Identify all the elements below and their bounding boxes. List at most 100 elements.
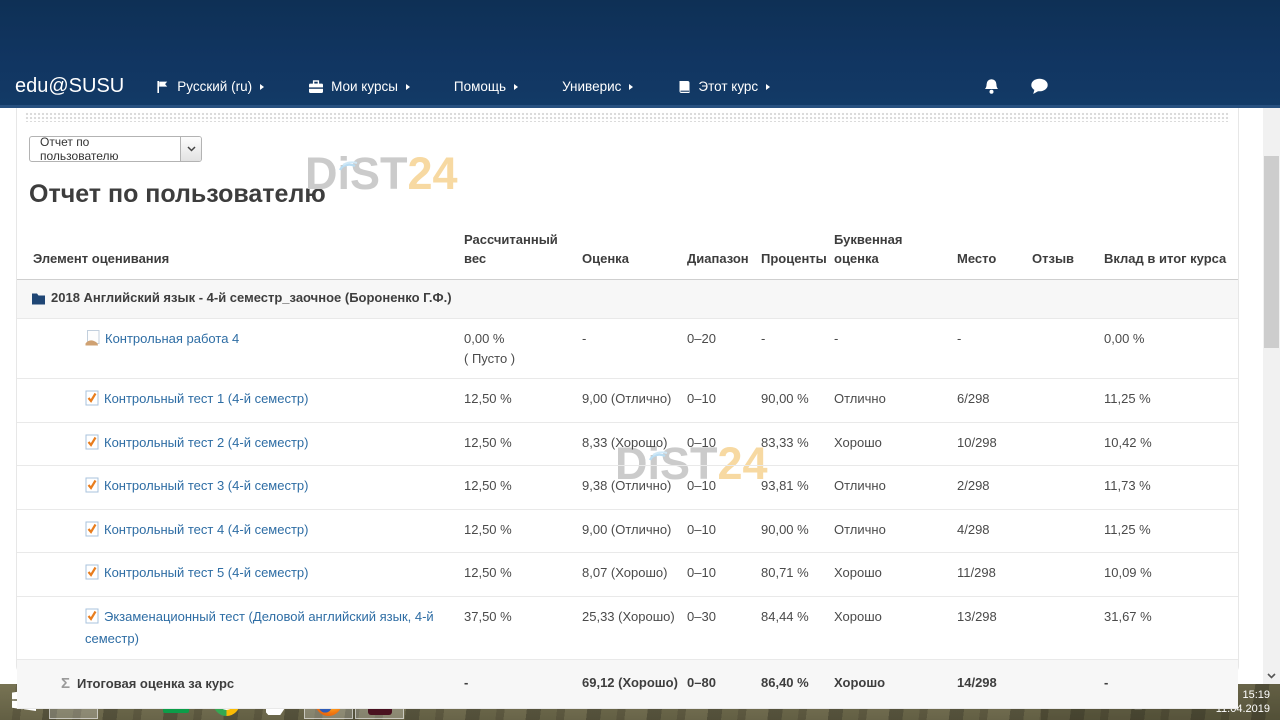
table-header-row: Элемент оценивания Рассчитанный вес Оцен…: [17, 225, 1238, 280]
cell-range: 0–10: [687, 509, 761, 554]
cell-percent: -: [761, 318, 834, 380]
menu-univeris[interactable]: Универис: [562, 79, 634, 94]
caret-right-icon: [405, 83, 410, 90]
grade-item-link[interactable]: Контрольный тест 5 (4-й семестр): [104, 565, 309, 581]
col-header-rank: Место: [957, 225, 1032, 280]
menu-my-courses[interactable]: Мои курсы: [308, 79, 410, 94]
cell-weight: 37,50 %: [464, 596, 582, 660]
cell-letter: -: [834, 318, 957, 380]
cell-percent: 80,71 %: [761, 552, 834, 597]
cell-grade: 69,12 (Хорошо): [582, 658, 687, 710]
cell-contribution: 0,00 %: [1104, 318, 1238, 380]
col-header-grade: Оценка: [582, 225, 687, 280]
grades-table: Элемент оценивания Рассчитанный вес Оцен…: [17, 225, 1238, 710]
cell-feedback: [1032, 378, 1104, 423]
cell-letter: Отлично: [834, 509, 957, 554]
cell-grade: 25,33 (Хорошо): [582, 596, 687, 660]
grade-item-link[interactable]: Контрольный тест 4 (4-й семестр): [104, 521, 309, 537]
page-title: Отчет по пользователю: [29, 180, 326, 208]
cell-percent: 86,40 %: [761, 658, 834, 710]
cell-grade: -: [582, 318, 687, 380]
cell-feedback: [1032, 318, 1104, 380]
cell-range: 0–20: [687, 318, 761, 380]
menu-help[interactable]: Помощь: [454, 79, 519, 94]
quiz-icon: [85, 390, 99, 412]
table-row: Экзаменационный тест (Деловой английский…: [17, 596, 1238, 660]
cell-weight: -: [464, 658, 582, 710]
site-logo[interactable]: edu@SUSU: [15, 75, 125, 97]
top-navbar: edu@SUSU Русский (ru) Мои курсы Помощь: [0, 0, 1280, 108]
sigma-icon: Σ: [61, 674, 71, 692]
menu-my-courses-label: Мои курсы: [331, 79, 398, 94]
cell-rank: 4/298: [957, 509, 1032, 554]
col-header-contribution: Вклад в итог курса: [1104, 225, 1238, 280]
cell-feedback: [1032, 596, 1104, 660]
cell-weight: 12,50 %: [464, 552, 582, 597]
grade-item-link[interactable]: Экзаменационный тест (Деловой английский…: [85, 608, 434, 647]
cell-range: 0–30: [687, 596, 761, 660]
cell-feedback: [1032, 658, 1104, 710]
grade-item-link[interactable]: Контрольный тест 2 (4-й семестр): [104, 434, 309, 450]
cell-feedback: [1032, 509, 1104, 554]
course-category-row: 2018 Английский язык - 4-й семестр_заочн…: [17, 278, 1238, 320]
menu-this-course-label: Этот курс: [698, 79, 759, 94]
quiz-icon: [85, 434, 99, 456]
vertical-scrollbar[interactable]: [1263, 108, 1280, 684]
menu-language[interactable]: Русский (ru): [156, 79, 265, 94]
menu-univeris-label: Универис: [562, 79, 622, 94]
cell-weight: 12,50 %: [464, 422, 582, 467]
cell-feedback: [1032, 422, 1104, 467]
cell-letter: Отлично: [834, 465, 957, 510]
quiz-icon: [85, 564, 99, 586]
cell-percent: 93,81 %: [761, 465, 834, 510]
cell-grade: 9,00 (Отлично): [582, 378, 687, 423]
cell-letter: Хорошо: [834, 422, 957, 467]
cell-percent: 90,00 %: [761, 509, 834, 554]
cell-feedback: [1032, 465, 1104, 510]
table-row: Контрольный тест 5 (4-й семестр) 12,50 %…: [17, 552, 1238, 597]
cell-rank: -: [957, 318, 1032, 380]
cell-grade: 8,07 (Хорошо): [582, 552, 687, 597]
quiz-icon: [85, 477, 99, 499]
scrollbar-down-button[interactable]: [1263, 668, 1280, 683]
table-row: Контрольный тест 3 (4-й семестр) 12,50 %…: [17, 465, 1238, 510]
grade-item-link[interactable]: Контрольный тест 3 (4-й семестр): [104, 478, 309, 494]
cell-weight: 12,50 %: [464, 378, 582, 423]
menu-language-label: Русский (ru): [177, 79, 253, 94]
table-row: Контрольная работа 4 0,00 %( Пусто ) - 0…: [17, 318, 1238, 380]
cell-weight: 12,50 %: [464, 465, 582, 510]
caret-right-icon: [514, 83, 519, 90]
cell-rank: 11/298: [957, 552, 1032, 597]
table-row: Контрольный тест 2 (4-й семестр) 12,50 %…: [17, 422, 1238, 467]
report-type-select[interactable]: Отчет по пользователю: [29, 135, 202, 163]
scrollbar-thumb[interactable]: [1264, 156, 1279, 348]
assignment-icon: [85, 330, 100, 352]
cell-contribution: 11,73 %: [1104, 465, 1238, 510]
cell-percent: 84,44 %: [761, 596, 834, 660]
course-total-row: Σ Итоговая оценка за курс - 69,12 (Хорошо…: [17, 658, 1238, 710]
chevron-down-icon: [180, 137, 201, 161]
cell-percent: 90,00 %: [761, 378, 834, 423]
menu-this-course[interactable]: Этот курс: [677, 79, 771, 94]
caret-right-icon: [260, 83, 265, 90]
grade-item-link[interactable]: Контрольный тест 1 (4-й семестр): [104, 391, 309, 407]
quiz-icon: [85, 608, 99, 630]
cell-feedback: [1032, 552, 1104, 597]
col-header-weight: Рассчитанный вес: [464, 225, 582, 280]
course-category-link[interactable]: 2018 Английский язык - 4-й семестр_заочн…: [51, 289, 452, 305]
cell-weight: 0,00 %( Пусто ): [464, 318, 582, 380]
cell-weight: 12,50 %: [464, 509, 582, 554]
notifications-bell-icon[interactable]: [983, 78, 1000, 95]
wifi-arcs-icon: [332, 133, 362, 185]
messages-chat-icon[interactable]: [1030, 78, 1049, 95]
header-dots-texture: [25, 112, 1230, 122]
table-row: Контрольный тест 1 (4-й семестр) 12,50 %…: [17, 378, 1238, 423]
caret-right-icon: [629, 83, 634, 90]
grade-item-link[interactable]: Контрольная работа 4: [105, 331, 240, 347]
clock-time: 15:19: [1242, 688, 1270, 701]
cell-rank: 14/298: [957, 658, 1032, 710]
folder-icon: [31, 291, 46, 311]
cell-rank: 13/298: [957, 596, 1032, 660]
cell-contribution: 31,67 %: [1104, 596, 1238, 660]
